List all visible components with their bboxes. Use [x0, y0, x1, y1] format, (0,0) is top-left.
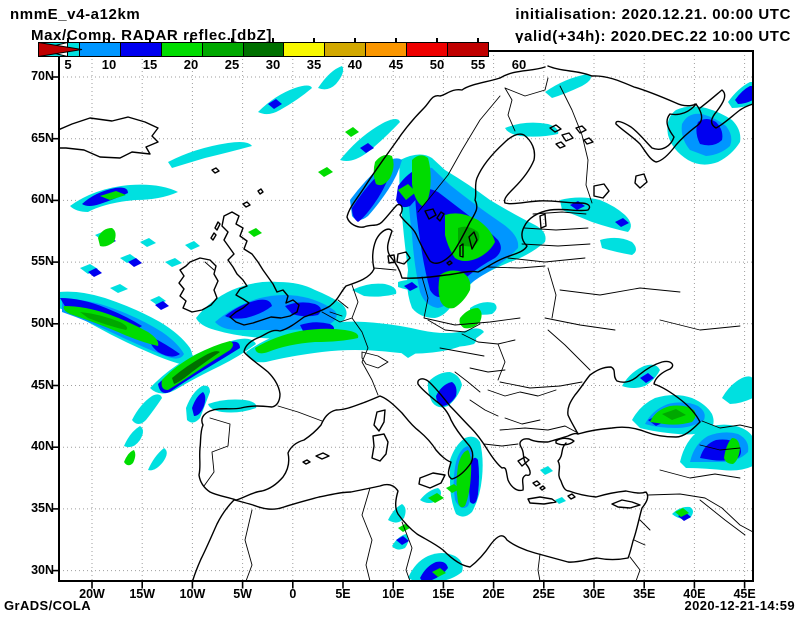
colorbar-legend [38, 42, 489, 57]
legend-segment-15 [120, 43, 162, 56]
legend-overflow-arrow-icon [38, 42, 83, 57]
legend-color-segments [38, 42, 489, 57]
coastlines [59, 65, 753, 581]
lat-lon-gridlines [59, 51, 753, 581]
legend-tick-15: 15 [142, 57, 158, 72]
legend-boundary-tick [436, 38, 438, 43]
x-tick-20W: 20W [79, 587, 105, 601]
x-tick-0: 0 [289, 587, 297, 601]
y-tick-35N: 35N [31, 500, 54, 515]
y-tick-70N: 70N [31, 69, 54, 83]
y-tick-60N: 60N [31, 192, 54, 207]
x-tick-5W: 5W [233, 587, 252, 601]
legend-boundary-tick [231, 38, 233, 43]
model-title: nmmE_v4-a12km [10, 6, 141, 23]
legend-segment-25 [202, 43, 244, 56]
legend-tick-55: 55 [470, 57, 486, 72]
x-tick-35E: 35E [633, 587, 656, 601]
country-borders [203, 77, 753, 581]
x-tick-25E: 25E [532, 587, 555, 601]
x-tick-40E: 40E [683, 587, 706, 601]
legend-segment-10 [79, 43, 121, 56]
legend-segment-45 [366, 43, 408, 56]
creation-timestamp: 2020-12-21-14:59 [684, 598, 795, 613]
legend-boundary-tick [272, 38, 274, 43]
map-frame [58, 50, 754, 582]
legend-boundary-tick [149, 38, 151, 43]
legend-boundary-tick [518, 38, 520, 43]
x-tick-5E: 5E [335, 587, 351, 601]
x-tick-45E: 45E [733, 587, 756, 601]
y-tick-30N: 30N [31, 562, 54, 577]
legend-segment-50 [407, 43, 449, 56]
legend-tick-20: 20 [183, 57, 199, 72]
legend-boundary-tick [190, 38, 192, 43]
init-time-label: initialisation: 2020.12.21. 00:00 UTC [515, 6, 791, 23]
legend-tick-40: 40 [347, 57, 363, 72]
legend-tick-45: 45 [388, 57, 404, 72]
x-tick-15W: 15W [129, 587, 156, 601]
legend-boundary-tick [313, 38, 315, 43]
y-tick-55N: 55N [31, 254, 54, 269]
valid-time-label: valid(+34h): 2020.DEC.22 10:00 UTC [515, 28, 791, 45]
legend-tick-5: 5 [64, 57, 72, 72]
y-tick-40N: 40N [31, 439, 54, 454]
legend-segment-35 [284, 43, 326, 56]
x-tick-15E: 15E [432, 587, 455, 601]
x-tick-10W: 10W [179, 587, 206, 601]
legend-tick-10: 10 [101, 57, 117, 72]
legend-segment-20 [161, 43, 203, 56]
legend-boundary-tick [67, 38, 69, 43]
legend-tick-30: 30 [265, 57, 281, 72]
grads-credit: GrADS/COLA [4, 598, 92, 613]
legend-boundary-tick [108, 38, 110, 43]
y-tick-65N: 65N [31, 130, 54, 145]
y-tick-45N: 45N [31, 377, 54, 392]
legend-tick-60: 60 [511, 57, 527, 72]
legend-tick-35: 35 [306, 57, 322, 72]
x-tick-20E: 20E [482, 587, 505, 601]
x-tick-10E: 10E [382, 587, 405, 601]
legend-tick-50: 50 [429, 57, 445, 72]
x-tick-30E: 30E [582, 587, 606, 601]
legend-segment-30 [243, 43, 285, 56]
legend-segment-40 [325, 43, 367, 56]
legend-tick-25: 25 [224, 57, 240, 72]
axis-ticks [51, 76, 746, 589]
legend-boundary-tick [395, 38, 397, 43]
y-tick-50N: 50N [31, 315, 54, 330]
legend-boundary-tick [354, 38, 356, 43]
field-title: Max/Comp. RADAR reflec.[dbZ] [31, 27, 272, 44]
legend-segment-55 [448, 43, 489, 56]
legend-boundary-tick [477, 38, 479, 43]
